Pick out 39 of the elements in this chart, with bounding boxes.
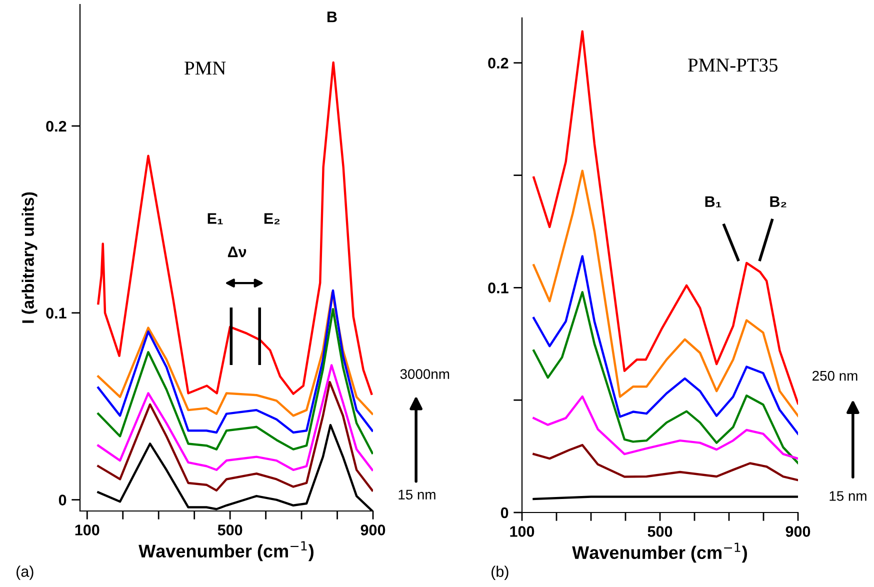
y-tick-label: 0.2 (488, 58, 508, 69)
annotation: B₁ (705, 196, 722, 208)
annotation: E₂ (264, 213, 280, 224)
y-tick-label: 0.2 (46, 120, 66, 132)
x-axis-title: Wavenumber (cm$^{−1}$) (138, 541, 314, 562)
y-tick-label: 0.1 (488, 282, 508, 294)
line-series (532, 444, 798, 482)
line-series (532, 30, 798, 405)
text: 250 nm (812, 370, 858, 381)
line-series (532, 291, 798, 464)
text: 15 nm (398, 490, 436, 500)
x-tick-label: 500 (648, 526, 672, 537)
line-series (97, 61, 373, 395)
text: 3000nm (400, 369, 450, 379)
annotation: B (327, 12, 337, 22)
line-series (532, 255, 798, 435)
y-tick-label: 0.1 (46, 308, 66, 319)
annotation: E₁ (208, 213, 223, 224)
y-tick-label: 0 (58, 494, 66, 506)
y-axis-title: I (arbitrary units) (22, 192, 38, 323)
line-series (97, 380, 373, 492)
text: 15 nm (830, 491, 866, 501)
line-series (532, 170, 798, 417)
text: (a) (16, 566, 34, 580)
text: (b) (492, 566, 508, 580)
x-tick-label: 100 (75, 524, 100, 536)
x-tick-label: 500 (218, 524, 242, 536)
x-tick-label: 900 (360, 524, 386, 536)
line-series (97, 308, 373, 454)
y-tick-label: 0 (500, 507, 508, 518)
x-tick-label: 100 (510, 526, 534, 537)
x-tick-label: 900 (786, 526, 810, 537)
line-series (532, 395, 798, 460)
annotation: PMN-PT35 (688, 58, 778, 72)
x-axis-title: Wavenumber (cm$^{−1}$) (572, 542, 747, 563)
annotation: PMN (184, 62, 226, 75)
line-series (97, 364, 373, 471)
annotation: B₂ (770, 196, 786, 208)
annotation: Δν (228, 246, 246, 258)
